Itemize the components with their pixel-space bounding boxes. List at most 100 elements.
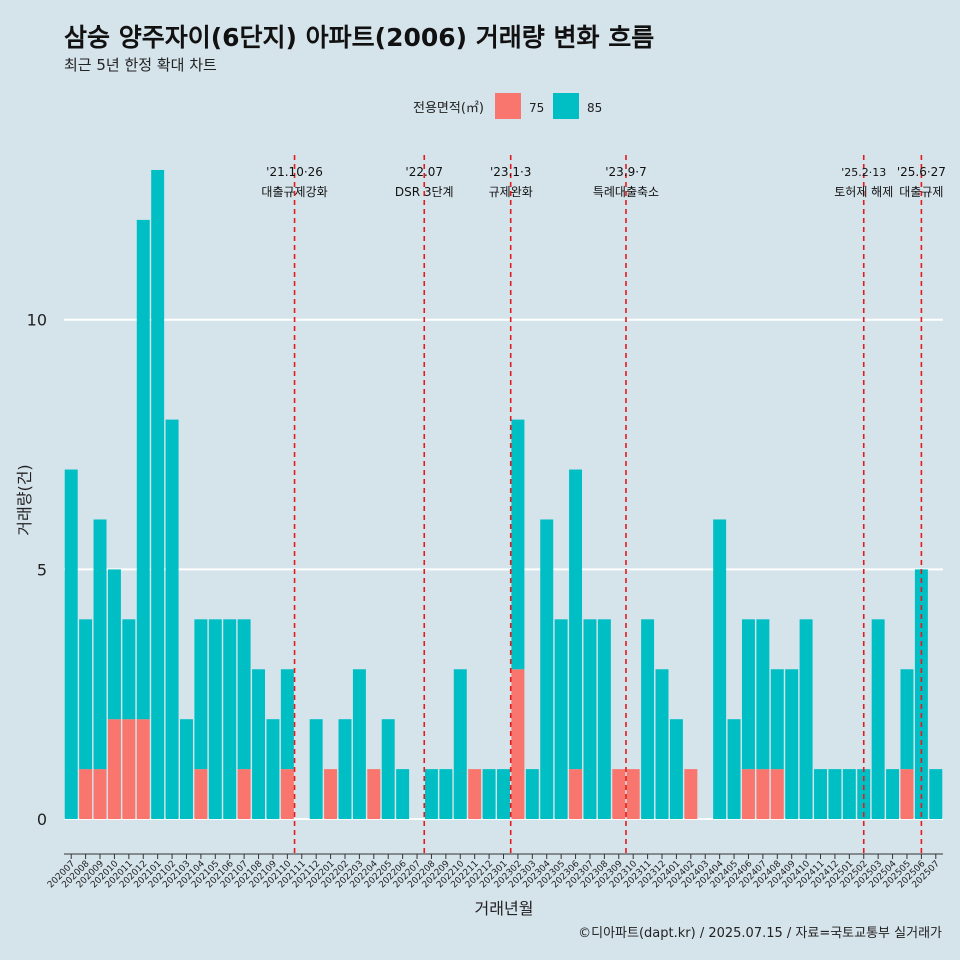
bar-85 — [338, 719, 352, 820]
bar-75 — [684, 769, 698, 820]
bar-85 — [814, 769, 828, 820]
bar-75 — [93, 769, 107, 820]
bar-85 — [151, 169, 165, 820]
y-tick-label: 0 — [37, 810, 47, 829]
chart-title: 삼숭 양주자이(6단지) 아파트(2006) 거래량 변화 흐름 — [64, 23, 655, 52]
bar-85 — [669, 719, 683, 820]
bar-85 — [540, 519, 554, 820]
bar-85 — [655, 669, 669, 820]
bar-85 — [828, 769, 842, 820]
bar-75 — [756, 769, 770, 820]
bars — [64, 169, 943, 820]
bar-75 — [569, 769, 583, 820]
bar-85 — [64, 469, 78, 820]
bar-85 — [223, 619, 237, 820]
bar-85 — [929, 769, 943, 820]
bar-85 — [900, 669, 914, 770]
bar-75 — [468, 769, 482, 820]
event-label: 토허제 해제 — [834, 185, 893, 199]
bar-85 — [424, 769, 438, 820]
bar-85 — [842, 769, 856, 820]
event-date: '23.1·3 — [490, 165, 531, 179]
bar-85 — [511, 419, 525, 670]
bar-85 — [756, 619, 770, 770]
bar-85 — [482, 769, 496, 820]
bar-85 — [785, 669, 799, 820]
legend-title: 전용면적(㎡) — [413, 101, 484, 116]
legend: 전용면적(㎡) 75 85 — [413, 93, 602, 119]
bar-85 — [453, 669, 467, 820]
bar-85 — [554, 619, 568, 820]
bar-85 — [381, 719, 395, 820]
caption: ©디아파트(dapt.kr) / 2025.07.15 / 자료=국토교통부 실… — [578, 926, 942, 941]
bar-85 — [497, 769, 510, 820]
bar-85 — [79, 619, 93, 770]
bar-85 — [136, 219, 150, 720]
bar-75 — [511, 669, 525, 820]
bar-85 — [93, 519, 107, 770]
bar-75 — [280, 769, 294, 820]
y-axis-label: 거래량(건) — [15, 464, 34, 535]
bar-85 — [107, 569, 121, 720]
bar-85 — [886, 769, 900, 820]
event-date: '23.9·7 — [605, 165, 646, 179]
bar-85 — [741, 619, 755, 770]
bar-85 — [713, 519, 727, 820]
bar-85 — [266, 719, 280, 820]
bar-85 — [727, 719, 741, 820]
bar-85 — [309, 719, 323, 820]
event-date: '22.07 — [405, 165, 443, 179]
event-label: 대출규제 — [899, 185, 943, 199]
event-label: 대출규제강화 — [261, 185, 327, 199]
bar-85 — [208, 619, 222, 820]
bar-75 — [770, 769, 784, 820]
event-label: DSR 3단계 — [395, 185, 454, 199]
y-tick-label: 10 — [27, 311, 47, 330]
bar-85 — [237, 619, 251, 770]
bar-85 — [799, 619, 813, 820]
bar-75 — [324, 769, 338, 820]
legend-label-85: 85 — [587, 101, 602, 115]
bar-85 — [352, 669, 366, 820]
bar-85 — [194, 619, 208, 770]
bar-75 — [741, 769, 755, 820]
bar-85 — [569, 469, 583, 770]
bar-85 — [770, 669, 784, 770]
bar-85 — [583, 619, 597, 820]
bar-85 — [525, 769, 539, 820]
bar-85 — [122, 619, 136, 720]
bar-85 — [396, 769, 410, 820]
bar-75 — [367, 769, 381, 820]
bar-75 — [626, 769, 640, 820]
event-lines: '21.10·26 대출규제강화 '22.07 DSR 3단계 '23.1·3 규제완화 '… — [261, 155, 946, 854]
bar-85 — [179, 719, 193, 820]
bar-75 — [237, 769, 251, 820]
legend-swatch-75 — [495, 93, 521, 119]
legend-label-75: 75 — [529, 101, 544, 115]
bar-75 — [612, 769, 626, 820]
event-date: '21.10·26 — [266, 165, 323, 179]
bar-85 — [914, 569, 928, 820]
bar-75 — [900, 769, 914, 820]
event-date: '25.2·13 — [841, 166, 886, 179]
event-label: 규제완화 — [489, 185, 533, 199]
bar-85 — [165, 419, 179, 820]
bar-85 — [252, 669, 266, 820]
bar-85 — [280, 669, 294, 770]
x-axis-label: 거래년월 — [475, 899, 534, 918]
legend-swatch-85 — [553, 93, 579, 119]
bar-75 — [79, 769, 93, 820]
event-date: '25.6·27 — [897, 165, 946, 179]
bar-75 — [194, 769, 208, 820]
y-tick-label: 5 — [37, 560, 47, 579]
bar-75 — [107, 719, 121, 820]
bar-85 — [597, 619, 611, 820]
chart-subtitle: 최근 5년 한정 확대 차트 — [64, 56, 217, 74]
bar-75 — [136, 719, 150, 820]
bar-85 — [871, 619, 885, 820]
bar-75 — [122, 719, 136, 820]
bar-85 — [641, 619, 655, 820]
event-label: 특례대출축소 — [593, 185, 659, 199]
